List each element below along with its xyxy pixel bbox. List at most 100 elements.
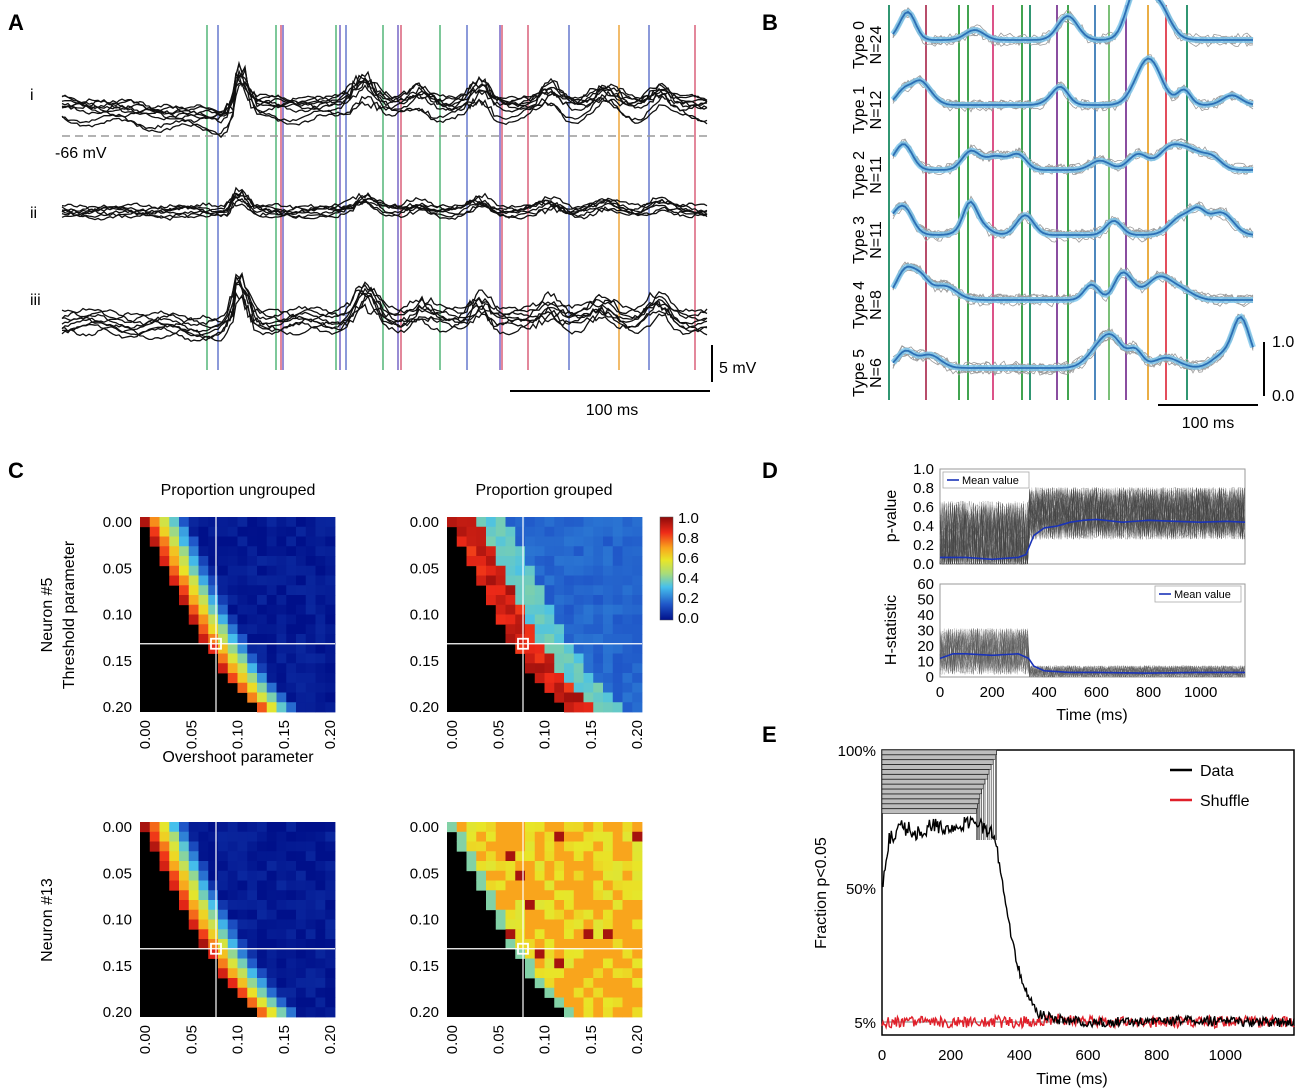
panel-letter-d: D xyxy=(762,458,778,483)
panel-c-heatmap-cell xyxy=(486,870,497,881)
panel-c-heatmap-cell xyxy=(286,692,297,703)
panel-c-heatmap-cell xyxy=(315,909,326,920)
panel-c-ytick: 0.15 xyxy=(410,958,439,975)
panel-c-heatmap-cell xyxy=(583,536,594,547)
panel-c-heatmap-cell xyxy=(315,987,326,998)
panel-c-heatmap-cell xyxy=(603,673,614,684)
panel-c-heatmap-cell xyxy=(179,831,190,842)
panel-c-heatmap-cell xyxy=(466,546,477,557)
panel-letter-e: E xyxy=(762,722,777,747)
panel-c-heatmap-cell xyxy=(612,565,623,576)
panel-c-heatmap-cell xyxy=(456,526,467,537)
panel-c-heatmap-cell xyxy=(593,822,604,833)
panel-c-heatmap-cell xyxy=(583,682,594,693)
panel-c-heatmap-cell xyxy=(476,546,487,557)
panel-c-heatmap-cell xyxy=(583,939,594,950)
panel-c-heatmap-cell xyxy=(554,939,565,950)
panel-c-heatmap-cell xyxy=(593,831,604,842)
panel-c-heatmap-cell xyxy=(525,585,536,596)
panel-c-xtick: 0.05 xyxy=(183,1025,200,1054)
panel-c-heatmap-cell xyxy=(573,919,584,930)
panel-c-heatmap-cell xyxy=(315,929,326,940)
panel-d-top-trace xyxy=(939,487,1245,565)
panel-c-heatmap-cell xyxy=(603,653,614,664)
panel-e-significance-bar xyxy=(881,808,977,814)
panel-c-heatmap-cell xyxy=(247,575,258,586)
panel-d-top-trace xyxy=(939,487,1245,565)
panel-c-ytick: 0.10 xyxy=(103,607,132,624)
panel-c-heatmap-cell xyxy=(593,614,604,625)
panel-c-heatmap-cell xyxy=(247,663,258,674)
panel-c-heatmap-cell xyxy=(573,556,584,567)
panel-c-heatmap-cell xyxy=(218,929,229,940)
panel-c-heatmap-cell xyxy=(515,861,526,872)
panel-c-heatmap-cell xyxy=(564,526,575,537)
panel-c-heatmap-cell xyxy=(593,1007,604,1018)
panel-c-heatmap-cell xyxy=(622,575,633,586)
panel-c-heatmap-cell xyxy=(612,634,623,645)
panel-c-heatmap-cell xyxy=(276,614,287,625)
panel-b-n-label: N=8 xyxy=(868,290,885,320)
panel-c-heatmap-cell xyxy=(257,663,268,674)
panel-c-heatmap-cell xyxy=(305,673,316,684)
panel-e-significance-bar xyxy=(881,803,978,809)
panel-c-heatmap-cell xyxy=(544,919,555,930)
panel-c-heatmap-cell xyxy=(266,692,277,703)
panel-c-heatmap-cell xyxy=(632,595,643,606)
panel-c-heatmap-cell xyxy=(456,831,467,842)
panel-d-bottom-ylabel: H-statistic xyxy=(883,595,900,665)
panel-d-top-trace xyxy=(939,487,1245,565)
panel-c-heatmap-cell xyxy=(296,517,307,528)
panel-c-heatmap-cell xyxy=(525,624,536,635)
panel-c-heatmap-cell xyxy=(218,880,229,891)
panel-b-time-scale-label: 100 ms xyxy=(1182,415,1234,432)
panel-c-heatmap-cell xyxy=(564,909,575,920)
panel-c-heatmap-cell xyxy=(505,880,516,891)
panel-c-heatmap-cell xyxy=(612,919,623,930)
panel-c-heatmap-cell xyxy=(534,546,545,557)
panel-b-stimulus-lines xyxy=(888,5,1188,400)
panel-c-heatmap-cell xyxy=(237,663,248,674)
panel-c-heatmap-cell xyxy=(315,1007,326,1018)
panel-c-heatmap-cell xyxy=(325,604,336,615)
panel-c-heatmap-cell xyxy=(286,614,297,625)
panel-c-heatmap-cell xyxy=(603,595,614,606)
panel-c-heatmap-cell xyxy=(495,595,506,606)
panel-c-ytick: 0.05 xyxy=(410,865,439,882)
panel-c-heatmap-cell xyxy=(179,517,190,528)
panel-d-top-trace xyxy=(939,487,1245,565)
panel-e-xtick: 600 xyxy=(1075,1047,1100,1064)
panel-c-heatmap-cell xyxy=(257,643,268,654)
panel-c-heatmap-cell xyxy=(573,575,584,586)
panel-c-heatmap-cell xyxy=(495,546,506,557)
panel-c-heatmap-cell xyxy=(573,968,584,979)
panel-c-heatmap-cell xyxy=(227,663,238,674)
panel-c-heatmap-cell xyxy=(198,604,209,615)
panel-c-heatmap-cell xyxy=(305,517,316,528)
panel-c-heatmap-cell xyxy=(612,663,623,674)
panel-c-heatmap-cell xyxy=(208,841,219,852)
panel-c-heatmap-cell xyxy=(315,585,326,596)
panel-c-heatmap-cell xyxy=(564,841,575,852)
panel-c-heatmap-cell xyxy=(632,831,643,842)
panel-c-heatmap-cell xyxy=(573,673,584,684)
panel-c-heatmap-cell xyxy=(208,517,219,528)
panel-c-heatmap-cell xyxy=(315,682,326,693)
panel-c-heatmap-cell xyxy=(266,556,277,567)
panel-c-heatmap-cell xyxy=(218,546,229,557)
panel-c-heatmap-cell xyxy=(286,851,297,862)
panel-c-heatmap-cell xyxy=(266,1007,277,1018)
panel-c-title-grouped: Proportion grouped xyxy=(476,482,613,499)
panel-b-type-label: Type 1 xyxy=(851,86,868,134)
panel-c-heatmap-cell xyxy=(237,978,248,989)
panel-c-heatmap-cell xyxy=(286,546,297,557)
panel-d-xtick: 400 xyxy=(1032,684,1057,701)
panel-c-heatmap-cell xyxy=(622,841,633,852)
panel-c-heatmap-cell xyxy=(515,880,526,891)
panel-c-heatmap-cell xyxy=(188,919,199,930)
panel-c-heatmap-cell xyxy=(593,682,604,693)
panel-c-heatmap-cell xyxy=(534,634,545,645)
panel-c-heatmap-cell xyxy=(573,682,584,693)
panel-d-top-trace xyxy=(939,487,1245,565)
